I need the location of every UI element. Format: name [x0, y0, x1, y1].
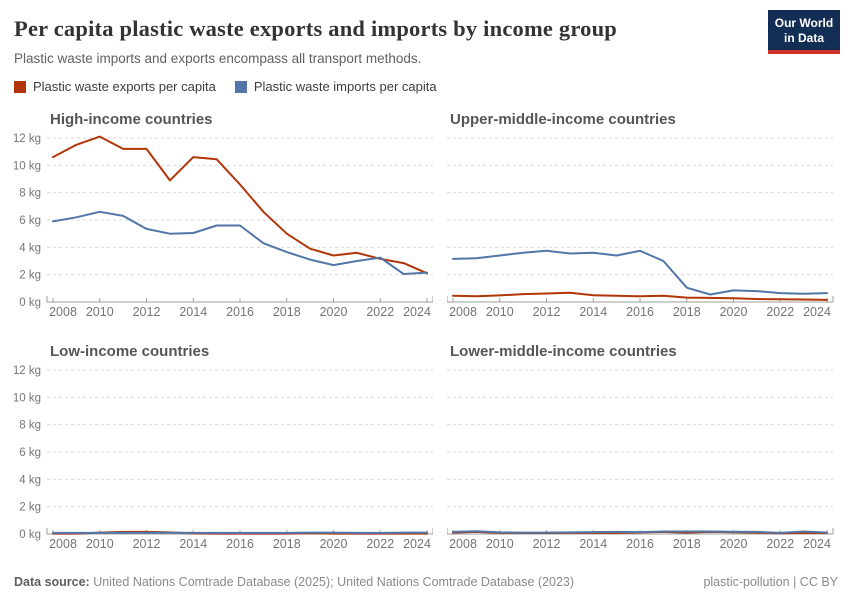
legend: Plastic waste exports per capita Plastic …	[14, 79, 836, 94]
line-chart-lower-middle-income: Lower-middle-income countries 2008 2010 201…	[446, 343, 834, 551]
exports-line	[52, 135, 428, 275]
x-tick-label: 2008	[449, 537, 477, 551]
owid-logo-line1: Our World	[774, 16, 834, 30]
x-tick-label: 2010	[86, 305, 114, 319]
y-tick-label: 4 kg	[19, 242, 41, 254]
x-tick-label: 2012	[533, 537, 561, 551]
gridlines	[47, 137, 433, 276]
panel-title-upper-middle-income: Upper-middle-income countries	[450, 111, 676, 128]
x-tick-label: 2018	[273, 305, 301, 319]
y-axis: 0 kg 2 kg 4 kg 6 kg 8 kg 10 kg 12 kg	[13, 133, 41, 309]
y-tick-label: 6 kg	[19, 215, 41, 227]
y-tick-label: 2 kg	[19, 502, 41, 514]
x-tick-label: 2012	[533, 305, 561, 319]
owid-logo-line2: in Data	[783, 30, 824, 45]
y-tick-label: 10 kg	[14, 160, 41, 172]
legend-swatch-imports	[234, 80, 247, 93]
x-tick-label: 2014	[179, 305, 207, 319]
x-axis: 2008 2010 2012 2014 2016 2018 2020 2022 2024	[446, 296, 834, 319]
gridlines	[447, 137, 833, 276]
x-tick-label: 2008	[449, 305, 477, 319]
legend-item-imports: Plastic waste imports per capita	[234, 79, 437, 94]
y-axis: 0 kg 2 kg 4 kg 6 kg 8 kg 10 kg 12 kg	[13, 365, 41, 541]
x-tick-label: 2012	[133, 305, 161, 319]
panel-title-low-income: Low-income countries	[50, 343, 209, 360]
x-tick-label: 2010	[86, 537, 114, 551]
x-tick-label: 2014	[579, 537, 607, 551]
x-tick-label: 2022	[366, 537, 394, 551]
x-tick-label: 2010	[486, 537, 514, 551]
chart-panel-high-income: High-income countries 0 kg 2 kg 4 kg 6 kg 8 k…	[13, 105, 434, 324]
x-tick-label: 2020	[720, 537, 748, 551]
x-tick-label: 2018	[673, 305, 701, 319]
x-tick-label: 2018	[673, 537, 701, 551]
panel-title-high-income: High-income countries	[50, 111, 213, 128]
x-tick-label: 2020	[320, 305, 348, 319]
legend-item-exports: Plastic waste exports per capita	[14, 79, 216, 94]
x-tick-label: 2024	[803, 537, 831, 551]
x-tick-label: 2012	[133, 537, 161, 551]
x-tick-label: 2014	[579, 305, 607, 319]
chart-footer: Data source: United Nations Comtrade Dat…	[14, 575, 838, 589]
x-tick-label: 2024	[803, 305, 831, 319]
chart-grid: High-income countries 0 kg 2 kg 4 kg 6 kg 8 k…	[13, 105, 836, 556]
legend-label-exports: Plastic waste exports per capita	[33, 79, 216, 94]
line-chart-high-income: High-income countries 0 kg 2 kg 4 kg 6 kg 8 k…	[13, 111, 434, 319]
line-chart-upper-middle-income: Upper-middle-income countries 2008 2010 201…	[446, 111, 834, 319]
y-tick-label: 0 kg	[19, 529, 41, 541]
legend-swatch-exports	[14, 80, 26, 93]
x-tick-label: 2014	[179, 537, 207, 551]
data-source-text: United Nations Comtrade Database (2025);…	[89, 575, 575, 589]
x-axis: 2008 2010 2012 2014 2016 2018 2020 2022 2024	[46, 296, 434, 319]
page-title: Per capita plastic waste exports and imp…	[14, 16, 618, 41]
y-tick-label: 8 kg	[19, 420, 41, 432]
x-tick-label: 2016	[226, 305, 254, 319]
x-tick-label: 2022	[766, 305, 794, 319]
x-tick-label: 2008	[49, 537, 77, 551]
x-tick-label: 2024	[403, 537, 431, 551]
y-tick-label: 0 kg	[19, 297, 41, 309]
credit-link[interactable]: plastic-pollution | CC BY	[703, 575, 838, 589]
x-axis: 2008 2010 2012 2014 2016 2018 2020 2022 2024	[446, 528, 834, 551]
y-tick-label: 8 kg	[19, 188, 41, 200]
imports-line	[452, 530, 828, 534]
x-tick-label: 2020	[720, 305, 748, 319]
panel-title-lower-middle-income: Lower-middle-income countries	[450, 343, 677, 360]
x-tick-label: 2016	[226, 537, 254, 551]
line-chart-low-income: Low-income countries 0 kg 2 kg 4 kg 6 kg 8 kg…	[13, 343, 434, 551]
chart-panel-upper-middle-income: Upper-middle-income countries 2008 2010 201…	[446, 105, 836, 324]
imports-line	[52, 210, 428, 275]
y-tick-label: 10 kg	[14, 392, 41, 404]
y-tick-label: 12 kg	[14, 133, 41, 145]
x-tick-label: 2022	[766, 537, 794, 551]
x-tick-label: 2020	[320, 537, 348, 551]
x-tick-label: 2010	[486, 305, 514, 319]
x-tick-label: 2008	[49, 305, 77, 319]
exports-line	[452, 291, 828, 301]
gridlines	[47, 369, 433, 508]
gridlines	[447, 369, 833, 508]
chart-subtitle: Plastic waste imports and exports encomp…	[14, 51, 422, 66]
x-tick-label: 2016	[626, 305, 654, 319]
chart-panel-lower-middle-income: Lower-middle-income countries 2008 2010 201…	[446, 337, 836, 556]
data-source-label: Data source:	[14, 575, 90, 589]
x-tick-label: 2018	[273, 537, 301, 551]
x-tick-label: 2016	[626, 537, 654, 551]
chart-panel-low-income: Low-income countries 0 kg 2 kg 4 kg 6 kg 8 kg…	[13, 337, 434, 556]
x-tick-label: 2024	[403, 305, 431, 319]
legend-label-imports: Plastic waste imports per capita	[253, 79, 437, 94]
y-tick-label: 2 kg	[19, 270, 41, 282]
y-tick-label: 4 kg	[19, 474, 41, 486]
owid-logo[interactable]: Our World in Data	[768, 10, 840, 55]
y-tick-label: 6 kg	[19, 447, 41, 459]
y-tick-label: 12 kg	[14, 365, 41, 377]
data-source: Data source: United Nations Comtrade Dat…	[14, 575, 574, 589]
x-tick-label: 2022	[366, 305, 394, 319]
imports-line	[452, 249, 828, 296]
